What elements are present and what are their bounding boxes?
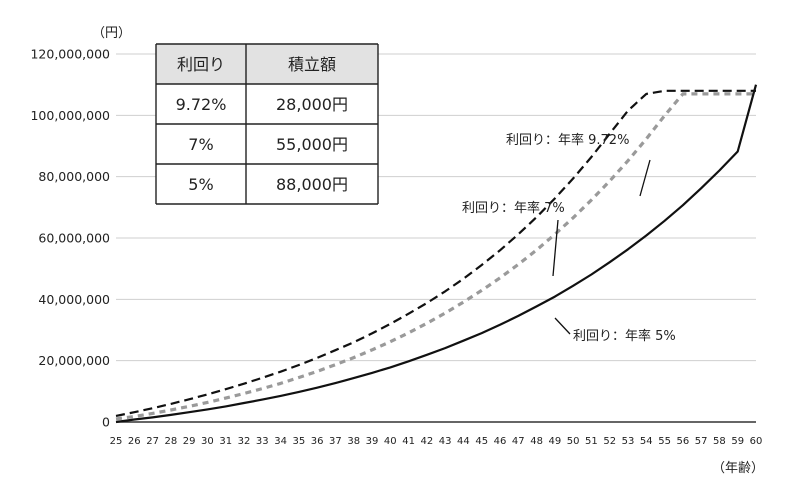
x-tick-label: 29 (183, 436, 196, 447)
x-tick-label: 46 (494, 436, 507, 447)
y-tick-label: 60,000,000 (38, 231, 110, 246)
table-cell: 28,000円 (276, 95, 348, 114)
x-tick-label: 59 (731, 436, 744, 447)
table-header-cell: 積立額 (288, 55, 336, 74)
x-tick-label: 34 (274, 436, 287, 447)
table-cell: 5% (188, 175, 213, 194)
x-tick-label: 47 (512, 436, 525, 447)
x-tick-label: 28 (164, 436, 177, 447)
table-cell: 55,000円 (276, 135, 348, 154)
y-unit-label: （円） (92, 26, 131, 41)
x-tick-label: 53 (622, 436, 635, 447)
series-line-1 (115, 92, 756, 421)
x-tick-label: 35 (292, 436, 305, 447)
x-tick-label: 60 (750, 436, 763, 447)
table-row-bg (156, 164, 378, 204)
y-tick-label: 80,000,000 (38, 169, 110, 184)
annotation-pointer (639, 159, 651, 197)
x-tick-label: 56 (676, 436, 689, 447)
x-tick-label: 52 (603, 436, 616, 447)
table-header-cell-bg (246, 44, 378, 84)
x-tick-label: 40 (384, 436, 397, 447)
annotation-label: 利回り：年率 7% (462, 200, 565, 216)
table-header-cell-bg (156, 44, 246, 84)
x-tick-label: 33 (256, 436, 269, 447)
x-tick-label: 49 (548, 436, 561, 447)
series-line-2 (115, 84, 758, 424)
series-line-0 (115, 89, 756, 417)
x-tick-labels: 25 26 27 28 29 30 31 32 33 34 35 36 37 38 39 40 41 42 43 44… (110, 436, 763, 447)
x-tick-label: 38 (347, 436, 360, 447)
x-tick-label: 58 (713, 436, 726, 447)
table-header-cell: 利回り (177, 55, 225, 74)
x-tick-label: 51 (585, 436, 598, 447)
x-tick-label: 41 (402, 436, 415, 447)
table-row-bg (156, 124, 378, 164)
y-tick-label: 40,000,000 (38, 292, 110, 307)
x-tick-label: 32 (238, 436, 251, 447)
x-tick-label: 48 (530, 436, 543, 447)
x-tick-label: 25 (110, 436, 123, 447)
y-tick-label: 20,000,000 (38, 353, 110, 368)
table-cell: 7% (188, 135, 213, 154)
x-tick-label: 43 (439, 436, 452, 447)
x-tick-label: 50 (567, 436, 580, 447)
annotations: 利回り：年率 9.72% 利回り：年率 7% 利回り：年率 5% (462, 132, 676, 344)
y-tick-label: 120,000,000 (30, 47, 110, 62)
y-tick-label: 0 (102, 415, 110, 430)
x-tick-label: 55 (658, 436, 671, 447)
x-tick-label: 27 (146, 436, 159, 447)
x-tick-label: 45 (475, 436, 488, 447)
series-lines (115, 84, 758, 424)
y-tick-labels: 0 20,000,000 40,000,000 60,000,000 80,000,00… (30, 47, 110, 430)
x-tick-label: 44 (457, 436, 470, 447)
annotation-pointer (552, 219, 559, 277)
y-tick-label: 100,000,000 (30, 108, 110, 123)
table-cell: 9.72% (176, 95, 227, 114)
annotation-pointer (554, 317, 571, 335)
x-tick-label: 31 (219, 436, 232, 447)
x-tick-label: 26 (128, 436, 141, 447)
x-tick-label: 39 (366, 436, 379, 447)
x-tick-label: 30 (201, 436, 214, 447)
table-row-bg (156, 84, 378, 124)
x-tick-label: 37 (329, 436, 342, 447)
rate-table: 利回り 積立額 9.72% 28,000円 7% 55,000円 5% 88,000円 (155, 43, 379, 205)
table-cell: 88,000円 (276, 175, 348, 194)
annotation-label: 利回り：年率 9.72% (506, 132, 629, 148)
x-tick-label: 57 (695, 436, 708, 447)
x-tick-label: 42 (420, 436, 433, 447)
x-unit-label: （年齢） (712, 461, 764, 476)
x-tick-label: 36 (311, 436, 324, 447)
annotation-label: 利回り：年率 5% (573, 328, 676, 344)
x-tick-label: 54 (640, 436, 653, 447)
